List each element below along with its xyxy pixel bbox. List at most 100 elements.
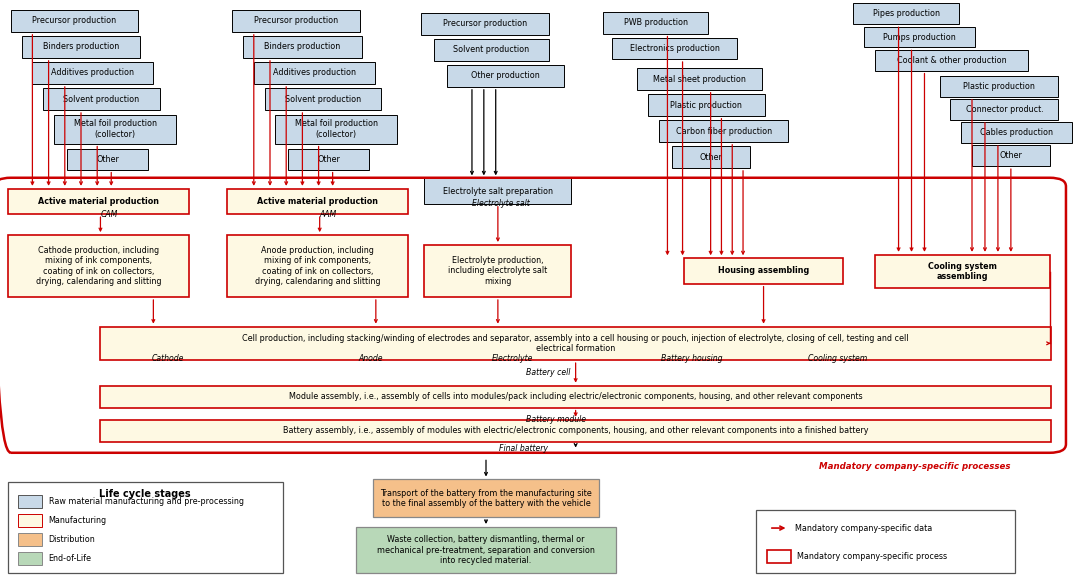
Bar	[227, 189, 408, 214]
Bar	[18, 533, 42, 546]
Bar	[11, 10, 138, 32]
Text: Battery housing: Battery housing	[661, 354, 723, 363]
Bar	[43, 88, 160, 110]
Bar	[603, 12, 708, 34]
Bar	[756, 510, 1015, 573]
Bar	[32, 62, 153, 84]
Text: Manufacturing: Manufacturing	[49, 516, 107, 525]
Text: Mandatory company-specific processes: Mandatory company-specific processes	[819, 461, 1010, 471]
Text: Solvent production: Solvent production	[454, 45, 529, 54]
Bar	[853, 3, 959, 24]
Bar	[8, 189, 189, 214]
Text: Pipes production: Pipes production	[873, 9, 940, 19]
Bar	[243, 36, 362, 58]
Text: AAM: AAM	[320, 210, 337, 219]
Bar	[637, 68, 762, 90]
Text: Plastic production: Plastic production	[963, 82, 1035, 91]
Text: Metal foil production
(collector): Metal foil production (collector)	[73, 119, 157, 139]
Text: CAM: CAM	[100, 210, 118, 219]
Bar	[227, 235, 408, 297]
Text: Anode production, including
mixing of ink components,
coating of ink on collecto: Anode production, including mixing of in…	[255, 246, 380, 286]
Bar	[424, 178, 571, 204]
Bar	[767, 550, 791, 563]
Bar	[275, 115, 397, 144]
Text: Cell production, including stacking/winding of electrodes and separator, assembl: Cell production, including stacking/wind…	[242, 334, 909, 353]
Text: Mandatory company-specific data: Mandatory company-specific data	[795, 523, 932, 533]
Text: Additives production: Additives production	[273, 68, 355, 78]
Text: Plastic production: Plastic production	[671, 101, 742, 109]
Bar	[875, 50, 1028, 71]
Bar	[18, 495, 42, 508]
Bar	[67, 149, 148, 170]
Bar	[22, 36, 140, 58]
Text: Electronics production: Electronics production	[630, 44, 719, 53]
Text: Connector product.: Connector product.	[966, 105, 1043, 114]
Text: Precursor production: Precursor production	[32, 16, 117, 25]
Text: Anode: Anode	[359, 354, 383, 363]
Text: Battery cell: Battery cell	[526, 368, 570, 377]
Text: Other: Other	[699, 153, 723, 162]
Bar	[265, 88, 381, 110]
Bar	[648, 94, 765, 116]
Text: Other: Other	[999, 151, 1023, 160]
Text: Electrolyte salt: Electrolyte salt	[472, 199, 529, 208]
Text: Electrolyte production,
including electrolyte salt
mixing: Electrolyte production, including electr…	[448, 256, 548, 286]
Bar	[875, 255, 1050, 288]
Text: Carbon fiber production: Carbon fiber production	[675, 127, 772, 135]
Bar	[232, 10, 360, 32]
Bar	[100, 386, 1051, 408]
Bar	[972, 145, 1050, 166]
Bar	[18, 552, 42, 565]
Text: Housing assembling: Housing assembling	[718, 266, 809, 276]
Text: Binders production: Binders production	[265, 42, 340, 52]
Text: Waste collection, battery dismantling, thermal or
mechanical pre-treatment, sepa: Waste collection, battery dismantling, t…	[377, 535, 595, 565]
Text: Solvent production: Solvent production	[285, 94, 361, 104]
Bar	[8, 482, 283, 573]
Bar	[940, 76, 1058, 97]
Text: Other production: Other production	[471, 71, 540, 80]
Text: Mandatory company-specific process: Mandatory company-specific process	[797, 552, 947, 561]
Text: PWB production: PWB production	[623, 19, 688, 27]
Bar	[950, 99, 1058, 120]
Text: Module assembly, i.e., assembly of cells into modules/pack including electric/el: Module assembly, i.e., assembly of cells…	[288, 392, 863, 401]
Text: Metal sheet production: Metal sheet production	[653, 75, 746, 83]
Text: Metal foil production
(collector): Metal foil production (collector)	[295, 119, 378, 139]
Text: Pumps production: Pumps production	[883, 32, 956, 42]
Bar	[100, 327, 1051, 360]
Bar	[254, 62, 375, 84]
Text: Distribution: Distribution	[49, 535, 95, 544]
Bar	[373, 479, 599, 517]
Text: Transport of the battery from the manufacturing site
to the final assembly of th: Transport of the battery from the manufa…	[380, 489, 592, 508]
Bar	[54, 115, 176, 144]
Text: Cooling system: Cooling system	[808, 354, 867, 363]
Bar	[8, 235, 189, 297]
Bar	[434, 39, 549, 61]
Text: Other: Other	[318, 155, 340, 164]
Text: Raw material manufacturing and pre-processing: Raw material manufacturing and pre-proce…	[49, 497, 244, 506]
Bar	[447, 65, 564, 87]
Text: End-of-Life: End-of-Life	[49, 554, 92, 563]
Bar	[288, 149, 369, 170]
Text: Coolant & other production: Coolant & other production	[896, 56, 1007, 65]
Text: Cooling system
assembling: Cooling system assembling	[928, 262, 997, 281]
Bar	[684, 258, 843, 284]
Text: Final battery: Final battery	[499, 444, 548, 453]
Text: Precursor production: Precursor production	[443, 19, 527, 28]
Bar	[424, 245, 571, 297]
Text: Cathode: Cathode	[151, 354, 184, 363]
Text: Electrolyte salt preparation: Electrolyte salt preparation	[443, 186, 553, 196]
Text: Active material production: Active material production	[38, 197, 159, 206]
Text: Electrolyte: Electrolyte	[491, 354, 532, 363]
Bar	[864, 27, 975, 47]
Text: Battery assembly, i.e., assembly of modules with electric/electronic components,: Battery assembly, i.e., assembly of modu…	[283, 426, 868, 435]
Text: Cathode production, including
mixing of ink components,
coating of ink on collec: Cathode production, including mixing of …	[36, 246, 161, 286]
Text: Precursor production: Precursor production	[254, 16, 338, 25]
Bar	[659, 120, 788, 142]
Text: Battery module: Battery module	[526, 415, 586, 424]
Bar	[612, 38, 737, 59]
Bar	[672, 146, 750, 168]
Text: Binders production: Binders production	[43, 42, 119, 52]
Text: Additives production: Additives production	[52, 68, 134, 78]
Bar	[356, 527, 616, 573]
Bar	[961, 122, 1072, 143]
